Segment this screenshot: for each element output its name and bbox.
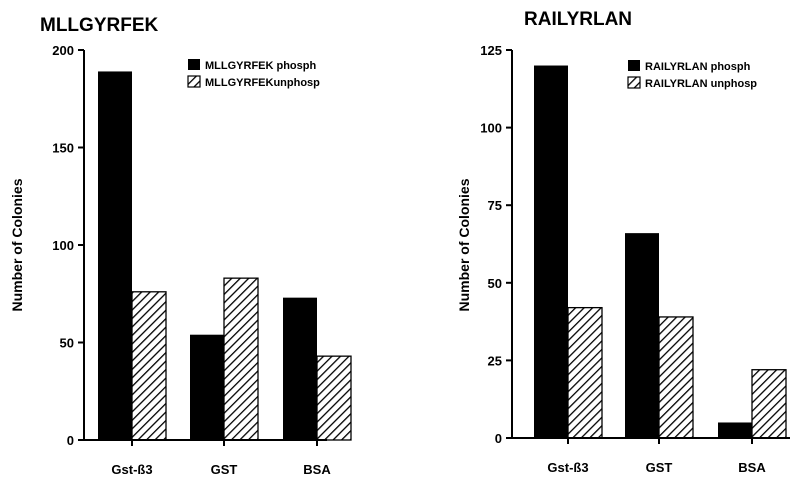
- y-tick-label: 25: [488, 353, 502, 368]
- x-tick-label: Gst-ß3: [547, 460, 588, 475]
- legend: RAILYRLAN phosph RAILYRLAN unphosp: [627, 60, 757, 90]
- bar-unphosp: [316, 355, 352, 441]
- x-ticks: Gst-ß3 GST BSA: [547, 438, 766, 475]
- chart-title: RAILYRLAN: [524, 9, 632, 30]
- bar-unphosp: [751, 369, 787, 439]
- chart-railyrlan: RAILYRLAN Number of Colonies 0 25 50 75 100 1…: [456, 9, 790, 475]
- x-tick-label: Gst-ß3: [111, 462, 152, 477]
- y-ticks: 0 50 100 150 200: [52, 43, 84, 448]
- chart-title: MLLGYRFEK: [40, 15, 158, 36]
- y-axis-label: Number of Colonies: [456, 178, 472, 311]
- y-tick-label: 0: [67, 433, 74, 448]
- legend-swatch-hatched: [627, 76, 641, 89]
- bar-phosph: [98, 71, 132, 440]
- y-tick-label: 50: [488, 276, 502, 291]
- x-tick-label: GST: [211, 462, 238, 477]
- y-tick-label: 0: [495, 431, 502, 446]
- legend-label: RAILYRLAN phosph: [645, 61, 751, 73]
- axes: [511, 50, 790, 439]
- y-tick-label: 200: [52, 43, 74, 58]
- bar-phosph: [718, 422, 752, 438]
- bar-unphosp: [658, 316, 694, 439]
- legend: MLLGYRFEK phosph MLLGYRFEKunphosp: [187, 59, 320, 89]
- bar-unphosp: [131, 291, 167, 441]
- x-tick-label: BSA: [738, 460, 766, 475]
- bar-phosph: [283, 297, 317, 440]
- chart-mllgyrfek: MLLGYRFEK Number of Colonies 0 50 100 150 20…: [9, 15, 352, 477]
- y-tick-label: 100: [480, 121, 502, 136]
- x-ticks: Gst-ß3 GST BSA: [111, 440, 331, 477]
- x-tick-label: BSA: [303, 462, 331, 477]
- legend-label: RAILYRLAN unphosp: [645, 78, 757, 90]
- y-tick-label: 100: [52, 238, 74, 253]
- axes: [83, 50, 327, 441]
- legend-label: MLLGYRFEKunphosp: [205, 77, 320, 89]
- bar-unphosp: [223, 277, 259, 441]
- y-tick-label: 150: [52, 141, 74, 156]
- legend-swatch-solid: [628, 60, 640, 71]
- bar-phosph: [625, 233, 659, 438]
- bar-unphosp: [567, 306, 603, 439]
- y-axis-label: Number of Colonies: [9, 178, 25, 311]
- y-tick-label: 50: [60, 336, 74, 351]
- legend-label: MLLGYRFEK phosph: [205, 60, 316, 72]
- y-ticks: 0 25 50 75 100 125: [480, 43, 512, 446]
- legend-swatch-solid: [188, 59, 200, 70]
- bars: [534, 65, 787, 439]
- x-tick-label: GST: [646, 460, 673, 475]
- bar-phosph: [534, 65, 568, 439]
- y-tick-label: 125: [480, 43, 502, 58]
- bar-phosph: [190, 334, 224, 440]
- y-tick-label: 75: [488, 198, 502, 213]
- legend-swatch-hatched: [187, 75, 201, 88]
- bars: [98, 71, 352, 441]
